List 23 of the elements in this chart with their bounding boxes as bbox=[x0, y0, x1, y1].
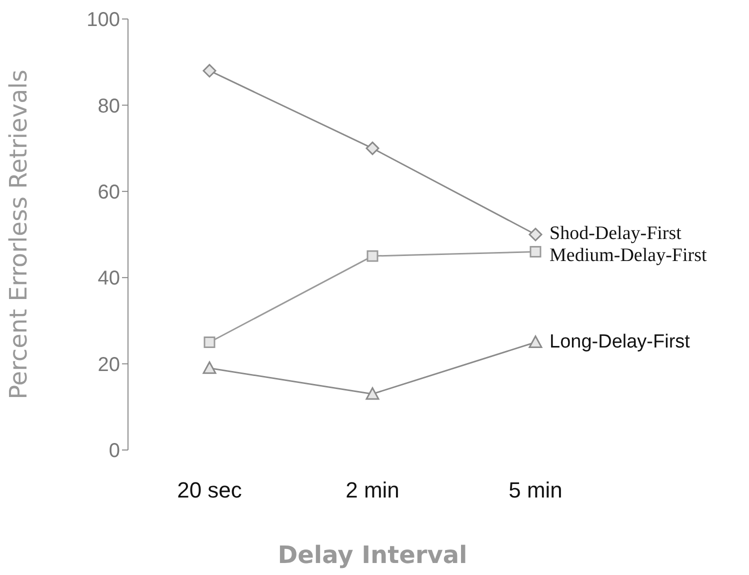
y-axis-title: Percent Errorless Retrievals bbox=[4, 70, 33, 400]
y-tick-label: 0 bbox=[108, 440, 120, 462]
y-tick-label: 40 bbox=[98, 268, 120, 290]
series-label: Shod-Delay-First bbox=[550, 222, 682, 244]
point bbox=[530, 246, 542, 258]
x-tick-label: 20 sec bbox=[177, 478, 242, 503]
y-tick-label: 100 bbox=[86, 9, 120, 32]
point bbox=[204, 336, 216, 348]
x-axis-title: Delay Interval bbox=[278, 541, 468, 569]
point bbox=[366, 387, 380, 400]
series-label: Long-Delay-First bbox=[550, 331, 691, 352]
point bbox=[528, 228, 542, 242]
x-tick-label: 2 min bbox=[346, 478, 400, 503]
series-label: Medium-Delay-First bbox=[550, 244, 708, 266]
point bbox=[366, 142, 380, 156]
point bbox=[202, 361, 216, 374]
y-tick-label: 80 bbox=[98, 95, 120, 118]
x-tick-label: 5 min bbox=[508, 478, 562, 503]
point bbox=[528, 336, 542, 348]
point bbox=[202, 64, 216, 78]
y-tick-label: 20 bbox=[98, 354, 120, 376]
point bbox=[366, 250, 378, 262]
y-tick-label: 60 bbox=[98, 182, 120, 204]
